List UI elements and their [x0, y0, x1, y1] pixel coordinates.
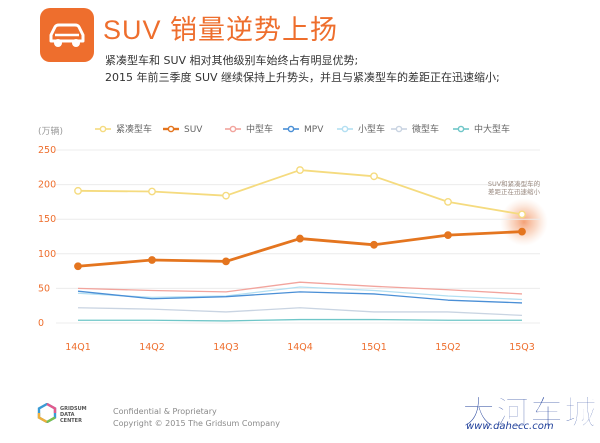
data-point	[444, 197, 452, 206]
highlight-glow	[500, 197, 548, 246]
y-axis-unit: (万辆)	[38, 125, 63, 137]
data-point	[518, 227, 526, 236]
page-title: SUV 销量逆势上扬	[103, 15, 339, 45]
x-tick-label: 15Q2	[435, 342, 461, 353]
annotation-line-2: 差距正在迅速缩小	[488, 187, 541, 196]
series-line	[77, 290, 523, 304]
legend-marker	[287, 125, 295, 133]
x-tick-label: 15Q3	[509, 342, 535, 353]
legend-label: 小型车	[358, 123, 385, 135]
x-tick-label: 14Q2	[139, 342, 165, 353]
series-line	[77, 281, 523, 295]
legend-marker	[457, 125, 465, 133]
x-tick-label: 14Q1	[65, 342, 91, 353]
data-point	[370, 240, 378, 249]
series-line	[77, 307, 523, 317]
legend-marker	[167, 125, 175, 133]
data-point	[74, 262, 82, 271]
watermark-title: 大河车城	[462, 393, 598, 433]
data-point	[296, 234, 304, 243]
y-tick-label: 0	[38, 318, 44, 329]
y-tick-label: 50	[38, 283, 50, 294]
data-point	[296, 166, 304, 174]
data-point	[148, 256, 156, 264]
x-tick-label: 14Q4	[287, 342, 313, 353]
footer-copyright: Copyright © 2015 The Gridsum Company	[113, 419, 280, 428]
data-point	[148, 187, 156, 196]
car-icon	[49, 23, 85, 47]
annotation-line-1: SUV和紧凑型车的	[488, 179, 541, 188]
y-tick-label: 150	[38, 214, 56, 225]
subtitle-line-1: 紧凑型车和 SUV 相对其他级别车始终占有明显优势;	[105, 54, 359, 67]
data-point	[222, 257, 230, 266]
series-line	[77, 169, 523, 216]
legend-marker	[229, 125, 237, 133]
data-point	[370, 172, 378, 181]
data-point	[518, 210, 526, 219]
data-point	[444, 231, 452, 240]
x-tick-label: 15Q1	[361, 342, 387, 353]
subtitle-line-2: 2015 年前三季度 SUV 继续保持上升势头，并且与紧凑型车的差距正在迅速缩小…	[105, 71, 500, 84]
footer-confidential: Confidential & Proprietary	[113, 407, 217, 416]
y-tick-label: 100	[38, 249, 56, 260]
car-icon-badge	[40, 8, 94, 62]
legend-label: 中型车	[246, 123, 273, 135]
legend-label: 中大型车	[474, 123, 510, 135]
legend-marker	[99, 125, 107, 133]
y-tick-label: 200	[38, 180, 56, 191]
legend-label: SUV	[184, 125, 203, 135]
legend-label: 微型车	[412, 123, 439, 135]
gridsum-logo-text: GRIDSUM DATA CENTER	[60, 406, 87, 424]
legend-marker	[395, 125, 403, 133]
legend-label: MPV	[304, 125, 324, 135]
watermark-url: www.dahecc.com	[466, 421, 554, 432]
data-point	[74, 186, 82, 195]
legend-label: 紧凑型车	[116, 123, 152, 135]
legend-marker	[341, 125, 349, 133]
y-tick-label: 250	[38, 145, 56, 156]
series-line	[78, 318, 522, 322]
x-tick-label: 14Q3	[213, 342, 239, 353]
gridsum-logo-icon	[37, 403, 57, 423]
data-point	[222, 191, 230, 200]
series-line	[77, 286, 523, 301]
